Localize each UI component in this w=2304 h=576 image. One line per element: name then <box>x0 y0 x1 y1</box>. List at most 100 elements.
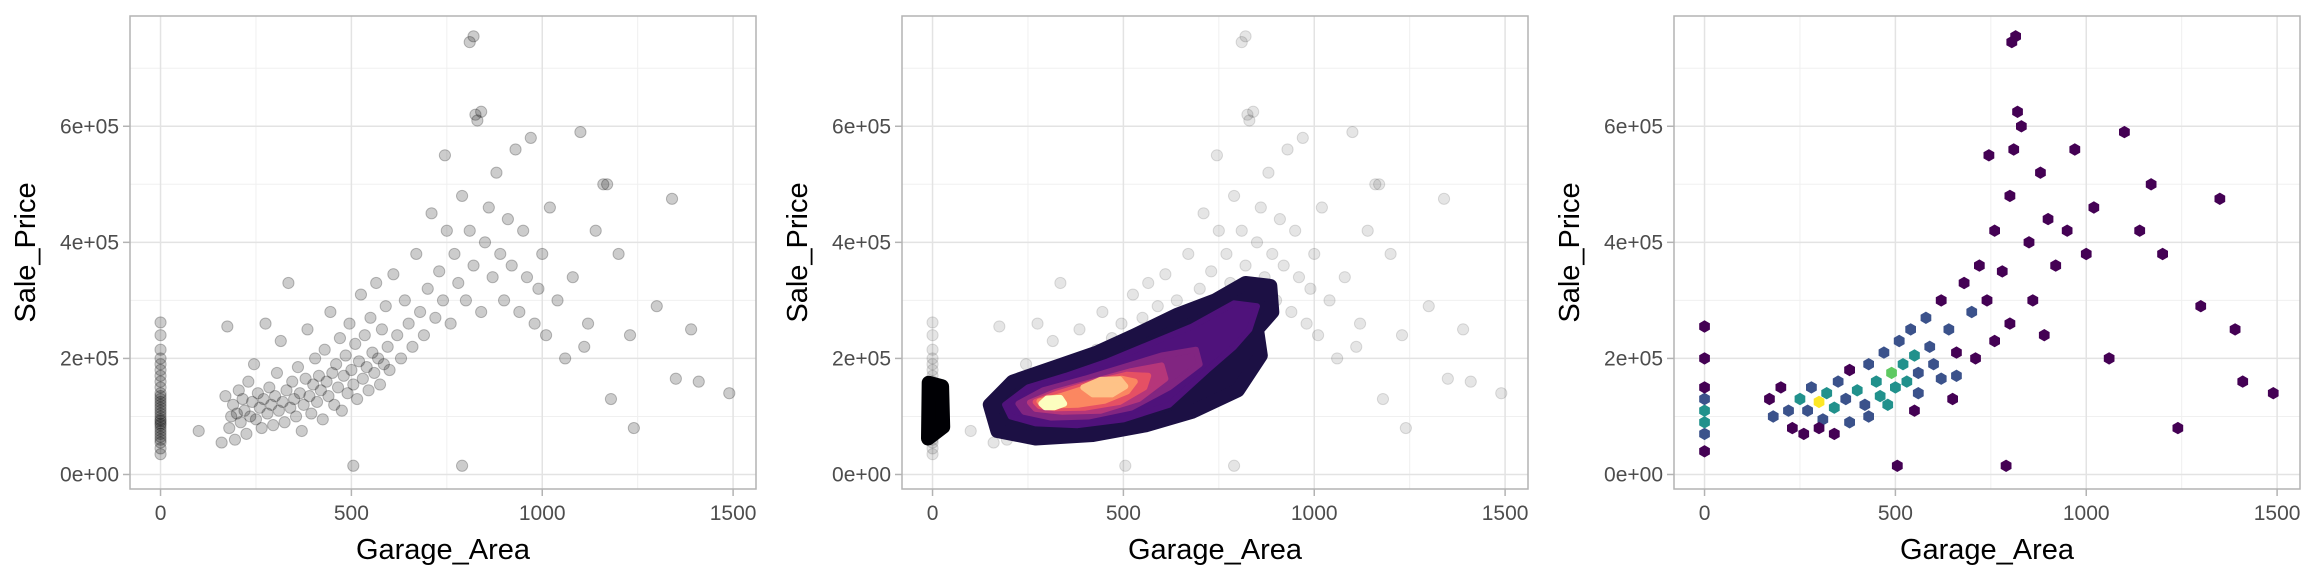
x-axis-title: Garage_Area <box>356 534 531 566</box>
data-point <box>232 384 245 397</box>
data-point <box>1422 300 1435 313</box>
hex-bin <box>1802 404 1813 417</box>
hex-bin <box>1828 427 1840 441</box>
hex-bin <box>1874 389 1886 403</box>
hex-bin <box>1787 421 1798 435</box>
data-point <box>1227 189 1241 203</box>
hex-bin <box>1886 366 1897 380</box>
data-point <box>154 424 167 438</box>
hex-bin <box>1863 358 1874 371</box>
data-point <box>358 329 371 342</box>
data-point <box>154 390 167 403</box>
data-point <box>1046 334 1059 348</box>
hex-bin <box>1813 395 1825 409</box>
data-point <box>1227 459 1241 472</box>
data-point <box>1235 224 1248 237</box>
data-point <box>154 421 167 435</box>
data-point <box>154 410 167 423</box>
hex-bin <box>1981 294 1993 307</box>
data-point <box>322 390 335 403</box>
x-tick-label: 0 <box>927 502 939 525</box>
data-point <box>1281 143 1294 156</box>
data-point <box>1350 340 1363 353</box>
data-point <box>421 282 434 295</box>
data-point <box>347 459 360 472</box>
hex-bin <box>1989 224 2000 237</box>
hex-bin <box>1699 381 1710 394</box>
data-point <box>1323 294 1336 307</box>
data-point <box>650 300 663 313</box>
data-point <box>154 358 167 371</box>
data-point <box>692 375 705 388</box>
data-point <box>316 413 329 426</box>
data-point <box>475 305 488 319</box>
data-point <box>1441 372 1454 385</box>
x-tick-label: 1000 <box>1291 502 1338 525</box>
data-point <box>154 401 167 414</box>
hex-bin <box>1699 352 1710 365</box>
data-point <box>154 352 167 365</box>
data-point <box>154 448 167 461</box>
data-point <box>284 401 297 414</box>
data-point <box>551 294 564 307</box>
data-point <box>219 390 232 403</box>
y-tick-label: 2e+05 <box>1604 347 1663 370</box>
hex-bin <box>2172 421 2184 435</box>
data-point <box>320 375 333 388</box>
density-band-band-9 <box>1038 394 1068 411</box>
data-point <box>307 378 320 391</box>
hex-bin <box>2038 329 2050 342</box>
data-point <box>192 424 205 438</box>
data-point <box>383 363 396 377</box>
data-point <box>501 213 514 226</box>
data-point <box>253 401 266 414</box>
hex-bin <box>1699 427 1710 441</box>
hex-bin <box>2237 375 2249 388</box>
y-tick-label: 6e+05 <box>1604 115 1663 138</box>
data-point <box>597 178 610 191</box>
data-point <box>406 340 419 353</box>
x-tick-label: 1000 <box>2063 502 2110 525</box>
data-point <box>505 259 518 272</box>
hex-bin <box>1909 349 1920 362</box>
hex-bin <box>2195 300 2207 313</box>
data-point <box>282 276 295 290</box>
data-point <box>1266 247 1279 261</box>
data-point <box>1437 192 1451 205</box>
data-point <box>331 381 345 394</box>
hex-bin <box>2145 178 2157 191</box>
data-point <box>305 407 318 420</box>
x-tick-label: 500 <box>1106 502 1141 525</box>
data-point <box>528 317 541 330</box>
data-point <box>228 433 242 446</box>
data-point <box>368 366 381 380</box>
y-tick-label: 6e+05 <box>60 115 119 138</box>
data-point <box>310 395 324 409</box>
data-point <box>246 395 259 409</box>
data-point <box>469 108 482 121</box>
data-point <box>517 224 530 237</box>
x-axis-title: Garage_Area <box>1128 534 1303 566</box>
data-point <box>154 419 167 432</box>
data-layer <box>921 30 1508 472</box>
data-point <box>354 288 368 301</box>
data-point <box>154 375 167 388</box>
data-point <box>1457 323 1470 336</box>
data-point <box>463 224 476 237</box>
data-point <box>524 131 537 144</box>
data-point <box>154 427 167 440</box>
data-point <box>1315 201 1328 214</box>
data-point <box>387 268 400 281</box>
data-point <box>259 317 272 330</box>
hex-bin <box>1996 265 2008 278</box>
hex-bin <box>1844 416 1855 429</box>
data-point <box>289 410 303 423</box>
data-point <box>221 320 234 333</box>
hex-bin <box>1970 352 1981 365</box>
data-point <box>478 236 492 249</box>
data-point <box>343 317 356 330</box>
data-point <box>299 372 312 385</box>
hex-bin <box>1699 392 1710 406</box>
data-point <box>1308 247 1321 261</box>
